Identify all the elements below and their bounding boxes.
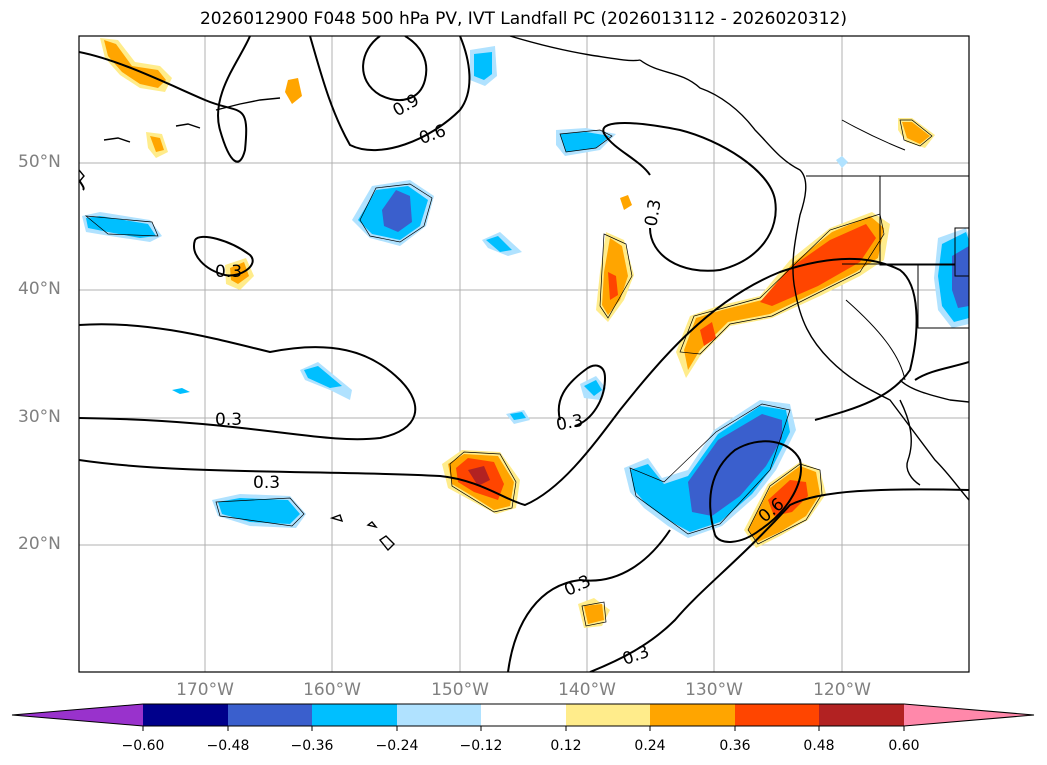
lat-label: 30°N [18,407,61,427]
colorbar-bin [397,704,481,726]
colorbar-tick-label: 0.60 [888,738,920,754]
lat-label: 20°N [18,534,61,554]
plot-area [79,36,969,672]
colorbar [11,703,1035,731]
colorbar-tick-label: 0.48 [803,738,835,754]
colorbar-bin [143,704,228,726]
contour-label: 0.3 [620,642,652,670]
colorbar-tick-label: −0.12 [459,738,503,754]
colorbar-bin [481,704,566,726]
coastlines [79,36,969,552]
colorbar-tick-label: −0.60 [121,738,165,754]
colorbar-tick-label: −0.24 [375,738,419,754]
lon-label: 150°W [431,680,489,700]
map-title: 2026012900 F048 500 hPa PV, IVT Landfall… [199,9,847,29]
contour-label: 0.9 [390,90,423,121]
colorbar-bin [819,704,904,726]
contour-label: 0.3 [215,262,242,282]
contour-label: 0.3 [215,410,242,430]
colorbar-bin [312,704,397,726]
lat-label: 50°N [18,152,61,172]
contour-label-group: 0.9 0.6 0.3 0.3 0.3 0.3 0.3 0.3 0.6 0.3 [215,90,788,670]
lon-label: 130°W [685,680,743,700]
lon-label: 140°W [558,680,616,700]
colorbar-tick-label: −0.48 [206,738,250,754]
graticule [79,36,969,672]
colorbar-tick-label: −0.36 [290,738,334,754]
lon-label: 170°W [176,680,234,700]
colorbar-extend-low [12,704,143,726]
colorbar-tick-label: 0.36 [719,738,751,754]
lon-label: 160°W [303,680,361,700]
pc-contours [79,36,969,672]
negative-anomaly-fills [82,46,969,538]
anomaly-outlines [84,119,933,627]
plot-frame [78,35,970,673]
colorbar-tick-label: 0.12 [550,738,582,754]
contour-label: 0.3 [641,198,665,228]
contour-label: 0.3 [561,571,594,601]
colorbar-bin [735,704,819,726]
colorbar-extend-high [904,704,1034,726]
colorbar-bin [650,704,735,726]
colorbar-bin [566,704,650,726]
colorbar-tick-label: 0.24 [634,738,666,754]
contour-label: 0.3 [253,473,280,493]
lon-label: 120°W [813,680,871,700]
state-borders [806,119,969,381]
contour-label: 0.3 [555,411,585,435]
lat-label: 40°N [18,279,61,299]
colorbar-bin [228,704,312,726]
